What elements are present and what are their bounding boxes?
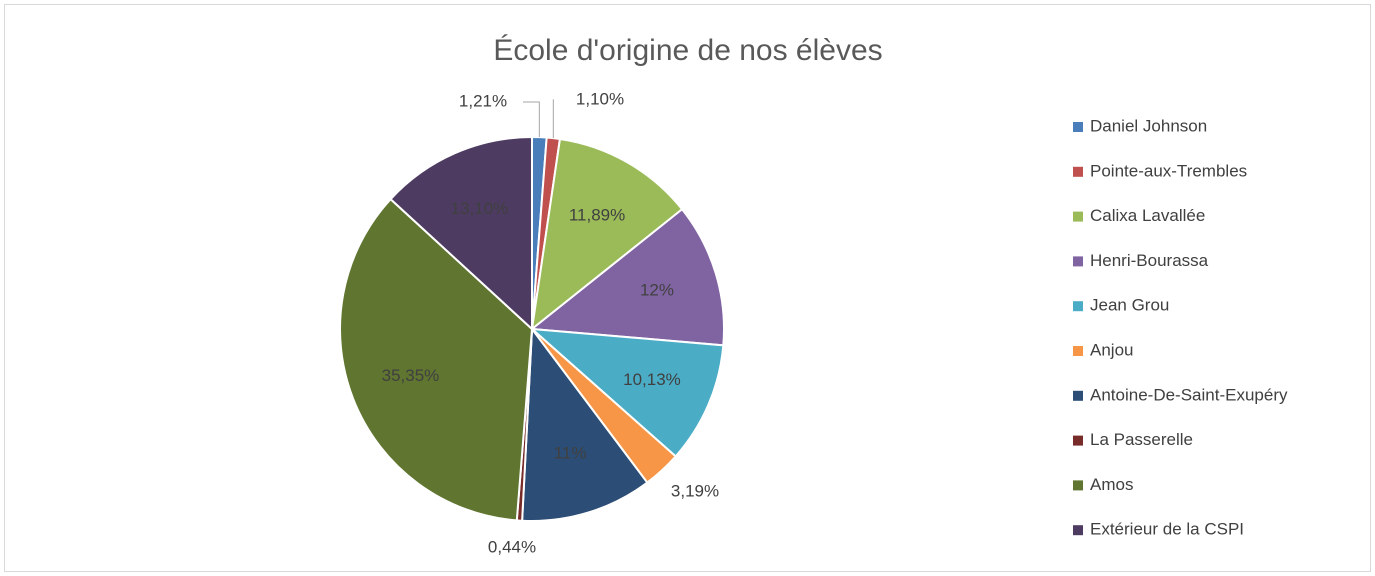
legend-swatch [1073, 435, 1083, 446]
pie-slice [521, 326, 649, 522]
legend-label: Extérieur de la CSPI [1090, 520, 1244, 539]
legend-label: Amos [1090, 475, 1133, 494]
legend-swatch [1073, 211, 1083, 222]
legend-swatch [1073, 166, 1083, 177]
data-label: 13,10% [451, 199, 509, 218]
legend-label: Anjou [1090, 340, 1133, 359]
legend-label: Calixa Lavallée [1090, 206, 1205, 225]
legend-label: Daniel Johnson [1090, 116, 1207, 135]
data-label: 1,10% [576, 89, 624, 108]
data-label: 0,44% [488, 537, 536, 556]
legend-swatch [1073, 122, 1083, 132]
data-label: 12% [640, 281, 674, 300]
pie-slice [389, 135, 533, 332]
legend-label: La Passerelle [1090, 430, 1193, 449]
pie-slice [529, 327, 725, 458]
legend-label: Jean Grou [1090, 296, 1169, 315]
data-label: 1,21% [459, 91, 507, 110]
pie-slice [530, 137, 684, 332]
legend-swatch [1073, 390, 1083, 401]
data-label: 35,35% [382, 366, 440, 385]
chart-title: École d'origine de nos élèves [493, 34, 882, 67]
legend-swatch [1073, 346, 1083, 356]
legend-label: Henri-Bourassa [1090, 251, 1209, 270]
legend-label: Pointe-aux-Trembles [1090, 161, 1247, 180]
data-label: 11% [554, 443, 587, 462]
legend-label: Antoine-De-Saint-Exupéry [1090, 385, 1288, 404]
legend-swatch [1073, 525, 1083, 536]
data-label: 11,89% [569, 205, 625, 224]
data-label: 3,19% [671, 481, 719, 500]
leader-line [523, 101, 540, 138]
pie-slice [529, 207, 725, 347]
legend-swatch [1073, 256, 1083, 267]
legend-swatch [1073, 480, 1083, 491]
legend-swatch [1073, 301, 1083, 312]
data-label: 10,13% [623, 370, 681, 389]
leader-line [552, 99, 554, 139]
pie-slice [339, 197, 534, 522]
